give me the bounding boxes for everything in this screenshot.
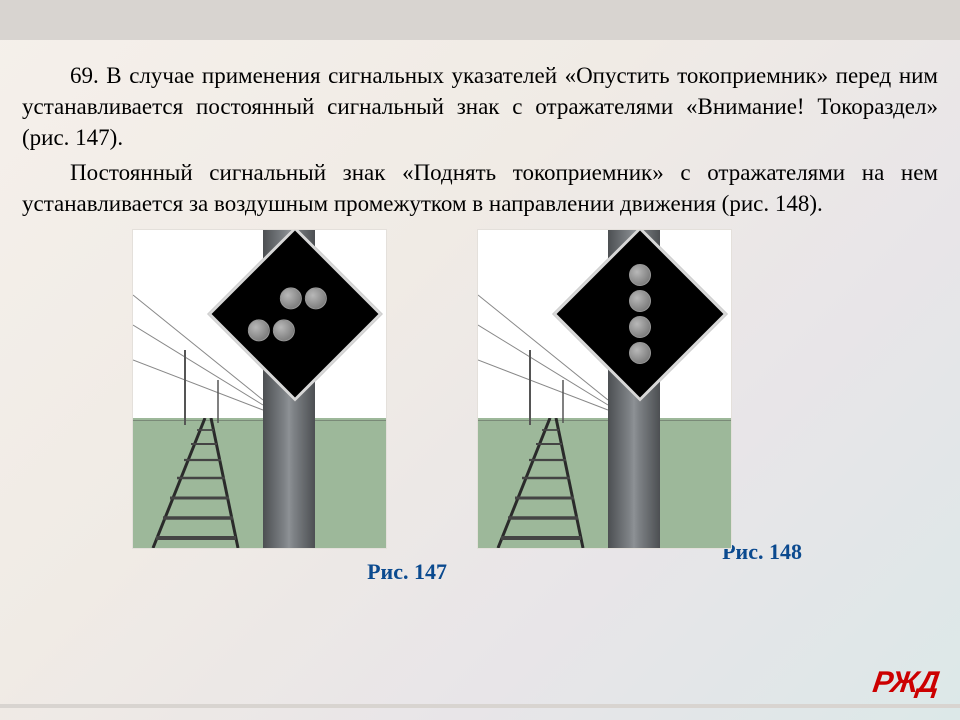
figure-148-block: Рис. 148 [477, 229, 732, 585]
figures-row: Рис. 147 [132, 229, 938, 585]
figure-147-block: Рис. 147 [132, 229, 387, 585]
reflector-icon [273, 319, 295, 341]
signal-sign-147 [233, 252, 357, 376]
reflector-icon [248, 319, 270, 341]
diamond-sign-icon [552, 229, 727, 402]
reflector-icon [629, 342, 651, 364]
paragraph-2: Постоянный сигнальный знак «Поднять токо… [22, 157, 938, 219]
footer-bar [0, 704, 960, 708]
reflector-icon [280, 287, 302, 309]
diamond-sign-icon [207, 229, 382, 402]
reflector-icon [629, 290, 651, 312]
reflector-icon [629, 264, 651, 286]
reflector-layout-vertical [557, 231, 724, 398]
reflector-layout-horizontal [212, 231, 379, 398]
page-content: 69. В случае применения сигнальных указа… [0, 40, 960, 595]
figure-147-image [132, 229, 387, 549]
figure-148-caption: Рис. 148 [722, 539, 802, 565]
figure-148-image [477, 229, 732, 549]
signal-sign-148 [578, 252, 702, 376]
figure-147-caption: Рис. 147 [367, 559, 447, 585]
reflector-icon [305, 287, 327, 309]
header-bar [0, 0, 960, 40]
paragraph-1: 69. В случае применения сигнальных указа… [22, 60, 938, 153]
reflector-icon [629, 316, 651, 338]
rzd-logo: РЖД [873, 666, 938, 700]
